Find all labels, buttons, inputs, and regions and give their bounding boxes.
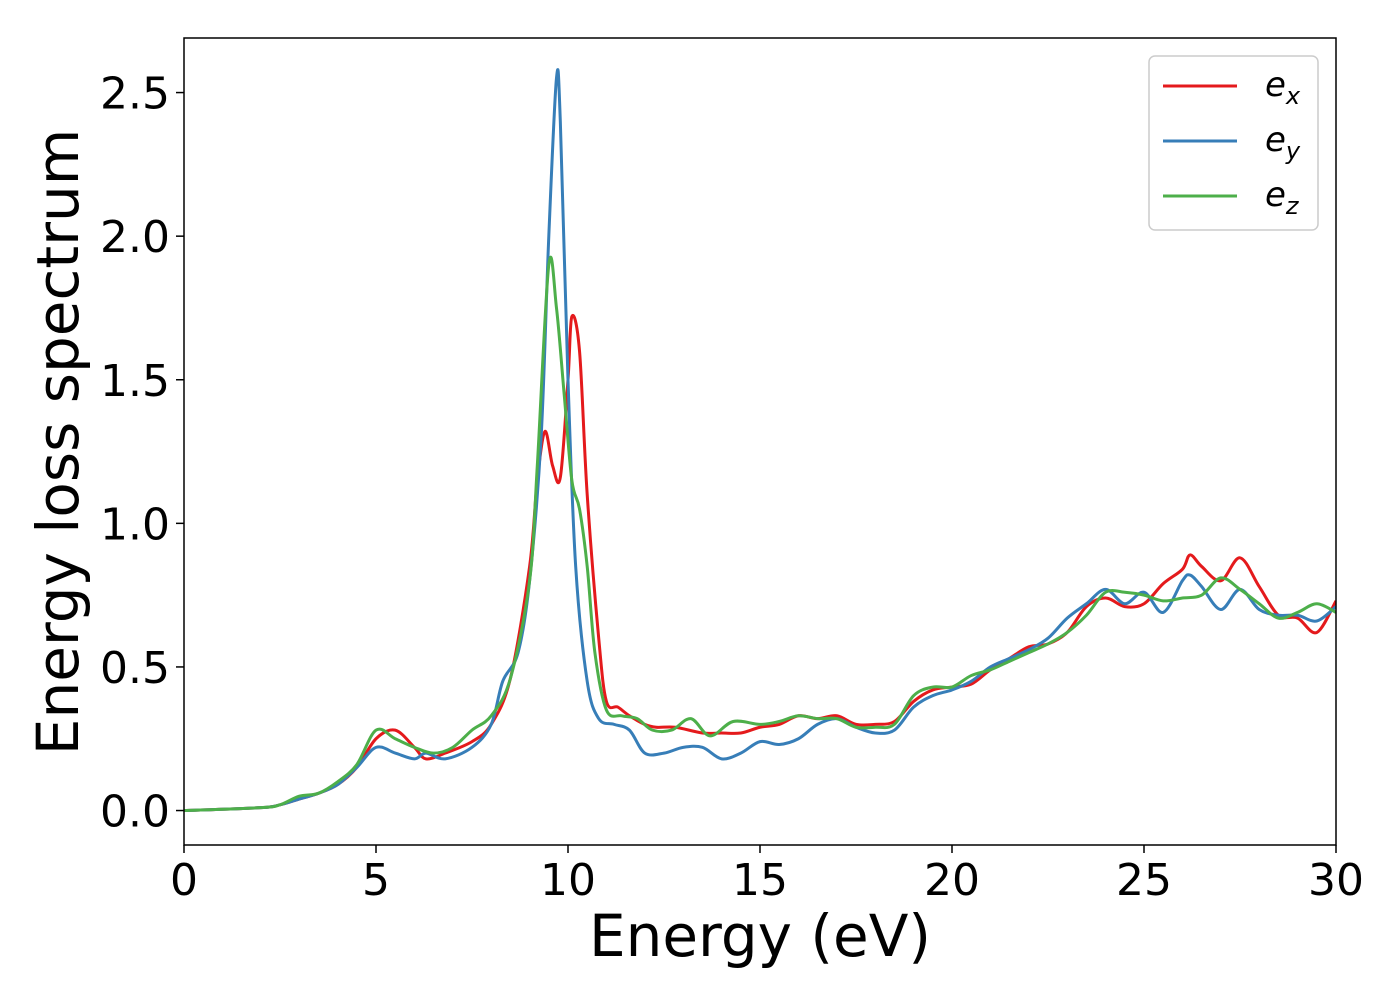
legend-label-base: e bbox=[1265, 120, 1286, 160]
x-axis-label: Energy (eV) bbox=[589, 902, 931, 970]
legend-label-subscript: z bbox=[1285, 192, 1300, 220]
x-tick-label: 20 bbox=[924, 855, 980, 906]
y-tick-label: 0.0 bbox=[100, 787, 170, 838]
y-tick-label: 2.5 bbox=[100, 69, 170, 120]
x-tick-label: 30 bbox=[1308, 855, 1364, 906]
legend-label-x: ex bbox=[1265, 65, 1301, 110]
x-tick-label: 10 bbox=[540, 855, 596, 906]
y-tick-labels: 0.0 0.5 1.0 1.5 2.0 2.5 bbox=[100, 69, 170, 838]
x-tick-labels: 0 5 10 15 20 25 30 bbox=[170, 855, 1364, 906]
x-tick-label: 5 bbox=[362, 855, 390, 906]
legend-label-base: e bbox=[1265, 65, 1286, 105]
legend-label-z: ez bbox=[1265, 175, 1300, 220]
y-tick-label: 2.0 bbox=[100, 212, 170, 263]
x-tick-label: 15 bbox=[732, 855, 788, 906]
series-line-e-x bbox=[184, 313, 1336, 813]
legend-label-subscript: y bbox=[1285, 137, 1301, 165]
series-lines bbox=[184, 68, 1336, 813]
y-tick-label: 0.5 bbox=[100, 643, 170, 694]
legend-box bbox=[1148, 55, 1319, 231]
legend-label-subscript: x bbox=[1285, 82, 1301, 110]
x-tick-label: 25 bbox=[1116, 855, 1172, 906]
y-tick-label: 1.5 bbox=[100, 356, 170, 407]
legend-label-base: e bbox=[1265, 175, 1286, 215]
tick-marks bbox=[176, 91, 1337, 853]
y-axis-label: Energy loss spectrum bbox=[24, 129, 92, 755]
y-tick-label: 1.0 bbox=[100, 499, 170, 550]
series-line-e-z bbox=[184, 255, 1336, 813]
legend-label-y: ey bbox=[1265, 120, 1301, 165]
x-tick-label: 0 bbox=[170, 855, 198, 906]
